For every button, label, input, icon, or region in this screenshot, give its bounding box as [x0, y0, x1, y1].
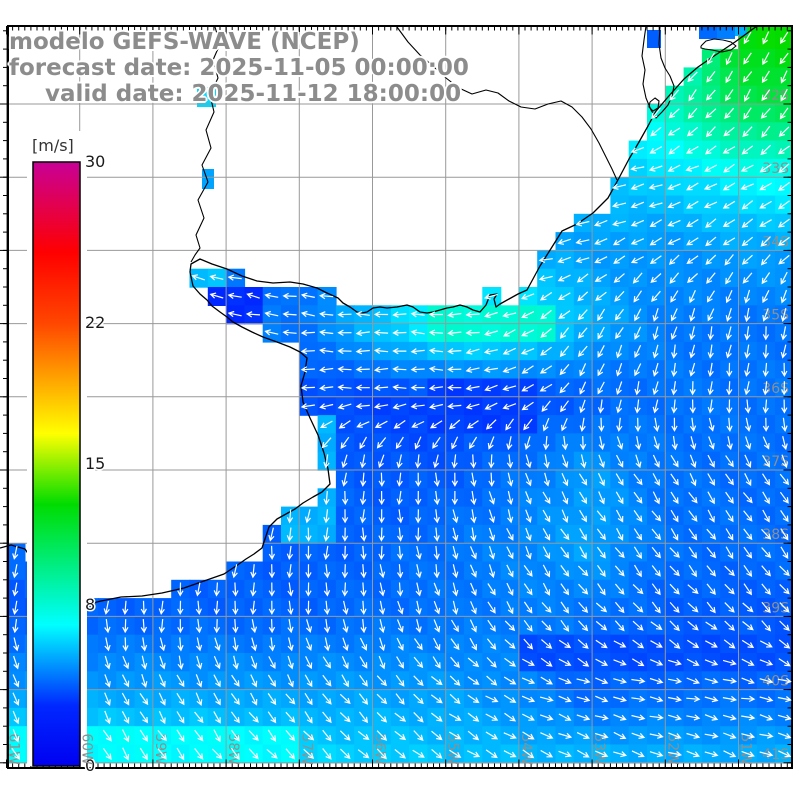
colorbar-unit-label: [m/s]	[32, 136, 74, 155]
lagoon-outline	[700, 38, 737, 53]
lagoon-outline	[648, 97, 660, 112]
river-line	[190, 26, 221, 263]
map-title: modelo GEFS-WAVE (NCEP) forecast date: 2…	[9, 29, 469, 107]
lat-label: 40S	[762, 674, 789, 690]
lon-label: 53W	[591, 733, 607, 765]
lagoon-outline	[641, 25, 675, 119]
title-forecast-line: forecast date: 2025-11-05 00:00:00	[9, 55, 469, 81]
lat-label: 36S	[762, 381, 789, 397]
lon-label: 51W	[738, 733, 754, 765]
lat-label: 34S	[762, 234, 789, 250]
plot-frame	[7, 25, 793, 769]
lon-label: 61W	[6, 733, 22, 765]
lon-label: 60W	[79, 733, 95, 765]
lat-label: 33S	[762, 161, 789, 177]
colorbar-gradient	[32, 161, 81, 767]
title-model-line: modelo GEFS-WAVE (NCEP)	[9, 29, 360, 55]
colorbar-tick-label: 22	[85, 313, 105, 332]
colorbar-tick-label: 15	[85, 454, 105, 473]
lon-label: 52W	[664, 733, 680, 765]
colorbar: [m/s] 30 22 15 8 0	[27, 131, 107, 777]
colorbar-tick-label: 8	[85, 595, 95, 614]
lat-label: 41S	[762, 747, 789, 763]
coastline	[0, 25, 758, 607]
colorbar-tick-label: 0	[85, 756, 95, 775]
title-valid-line: valid date: 2025-11-12 18:00:00	[45, 81, 462, 107]
lat-label: 32S	[762, 88, 789, 104]
colorbar-tick-label: 30	[85, 152, 105, 171]
river-line	[396, 26, 618, 181]
wind-arrows	[11, 31, 792, 761]
